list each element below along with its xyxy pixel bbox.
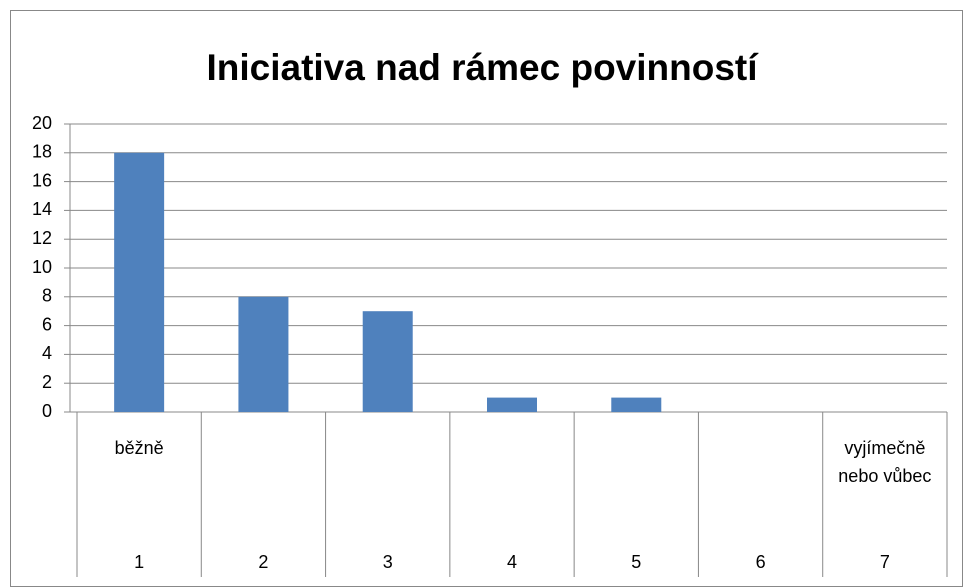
bar <box>362 311 413 412</box>
bar <box>611 397 662 412</box>
chart-title: Iniciativa nad rámec povinností <box>206 47 759 88</box>
chart-border <box>10 10 963 587</box>
bar <box>114 152 165 413</box>
x-tick-label: 3 <box>383 552 393 572</box>
y-tick-label: 18 <box>32 142 52 162</box>
x-tick-label: 7 <box>880 552 890 572</box>
y-tick-label: 20 <box>32 113 52 133</box>
group-label: vyjímečně nebo vůbec <box>838 438 932 486</box>
bar <box>487 397 537 412</box>
y-tick-label: 12 <box>32 228 52 248</box>
y-tick-label: 10 <box>32 257 52 277</box>
x-tick-label: 1 <box>134 552 144 572</box>
x-tick-label: 4 <box>507 552 517 572</box>
y-tick-label: 14 <box>32 199 52 219</box>
y-tick-label: 8 <box>42 286 52 306</box>
y-tick-label: 16 <box>32 170 52 190</box>
bar <box>238 296 289 412</box>
x-tick-label: 5 <box>631 552 641 572</box>
y-tick-label: 2 <box>42 372 52 392</box>
group-label: běžně <box>114 438 164 458</box>
y-tick-label: 6 <box>42 314 52 334</box>
x-tick-label: 6 <box>756 552 766 572</box>
x-tick-label: 2 <box>258 552 268 572</box>
y-tick-label: 4 <box>42 343 52 363</box>
y-tick-label: 0 <box>42 401 52 421</box>
